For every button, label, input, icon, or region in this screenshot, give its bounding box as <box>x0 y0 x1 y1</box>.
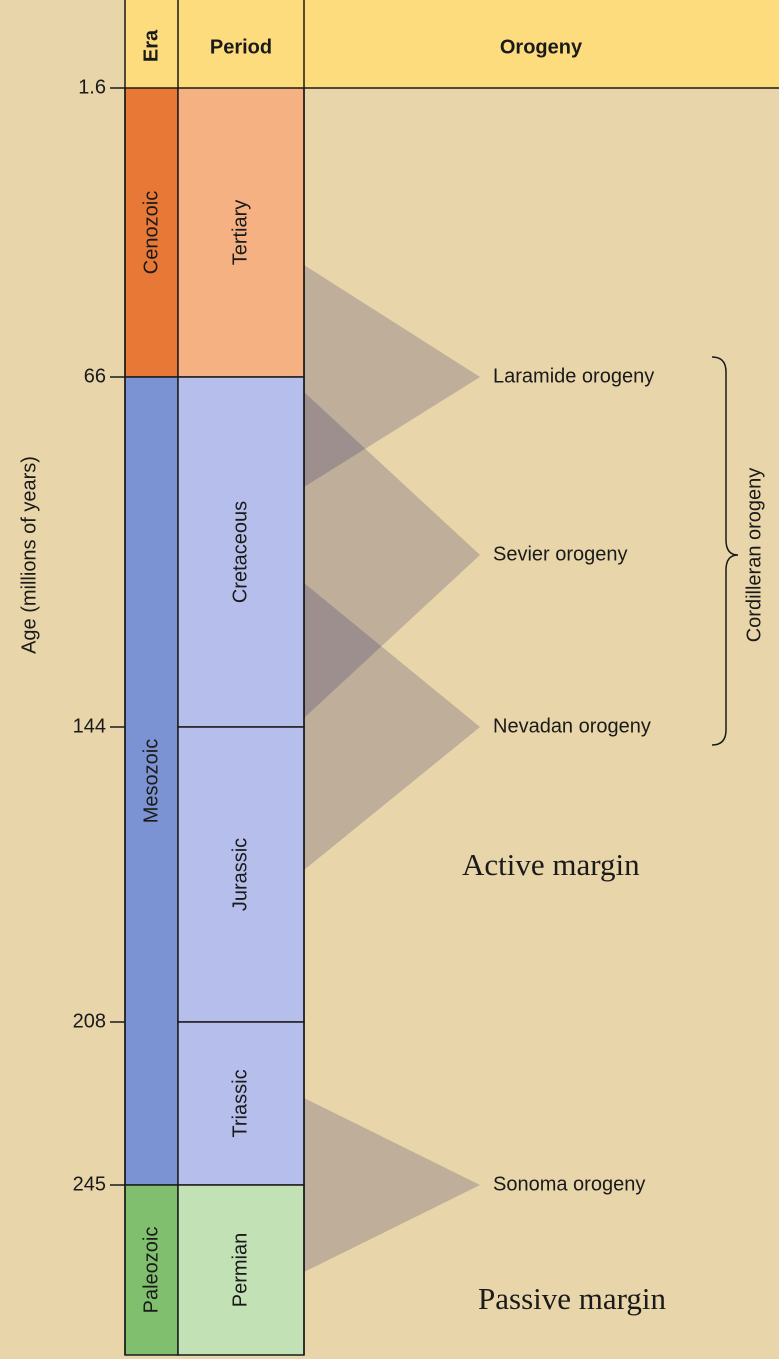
orogeny-wedge <box>304 1098 480 1272</box>
margin-label: Passive margin <box>478 1281 666 1316</box>
orogeny-wedge <box>304 583 480 870</box>
tick-label: 1.6 <box>78 76 106 98</box>
period-label: Jurassic <box>229 838 251 911</box>
era-label: Mesozoic <box>140 739 162 823</box>
header-band <box>125 0 779 88</box>
era-label: Paleozoic <box>140 1227 162 1314</box>
era-label: Cenozoic <box>140 191 162 274</box>
orogeny-wedge <box>304 265 480 487</box>
era-block <box>124 376 179 1186</box>
group-label: Cordilleran orogeny <box>743 468 765 643</box>
period-label: Triassic <box>229 1069 251 1137</box>
period-label: Cretaceous <box>229 501 251 603</box>
tick-label: 208 <box>73 1010 106 1032</box>
era-block <box>124 1184 179 1356</box>
tick-label: 66 <box>84 365 106 387</box>
era-header: Era <box>140 29 162 62</box>
orogeny-label: Sevier orogeny <box>493 543 628 565</box>
period-label: Permian <box>229 1233 251 1307</box>
period-block <box>177 1021 305 1186</box>
period-label: Tertiary <box>229 200 251 266</box>
orogeny-header: Orogeny <box>500 36 583 58</box>
axis-label: Age (millions of years) <box>18 456 40 654</box>
period-header: Period <box>210 36 272 58</box>
margin-label: Active margin <box>462 847 640 882</box>
period-block <box>177 1184 305 1356</box>
tick-label: 245 <box>73 1173 106 1195</box>
brace <box>711 356 739 746</box>
orogeny-label: Laramide orogeny <box>493 365 654 387</box>
orogeny-label: Nevadan orogeny <box>493 715 651 737</box>
era-block <box>124 87 179 378</box>
period-block <box>177 87 305 378</box>
orogeny-label: Sonoma orogeny <box>493 1173 645 1195</box>
tick-label: 144 <box>73 715 106 737</box>
